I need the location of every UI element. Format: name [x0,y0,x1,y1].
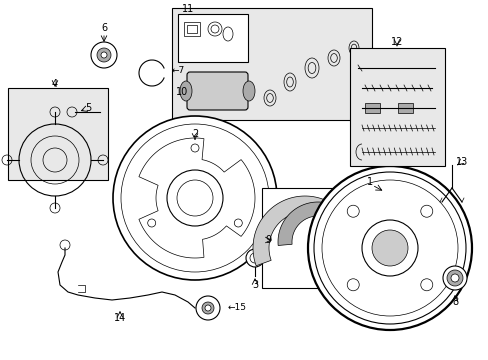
Circle shape [307,166,471,330]
Circle shape [346,279,359,291]
Ellipse shape [243,81,254,101]
Circle shape [91,42,117,68]
Ellipse shape [180,81,192,101]
Bar [183,22,200,36]
Text: ←15: ←15 [227,303,246,312]
Text: 13: 13 [455,157,467,167]
Circle shape [113,116,276,280]
Circle shape [446,270,462,286]
Text: 12: 12 [390,37,403,47]
Text: 3: 3 [251,280,258,290]
Circle shape [191,144,199,152]
Text: 5: 5 [85,103,91,113]
Polygon shape [252,196,338,266]
Circle shape [97,48,111,62]
Polygon shape [278,202,346,246]
Bar [262,188,376,288]
Circle shape [442,266,466,290]
Text: 14: 14 [114,313,126,323]
Circle shape [147,219,155,227]
Text: 10: 10 [176,87,188,97]
Bar [364,103,379,113]
Circle shape [245,249,264,267]
FancyBboxPatch shape [186,72,247,110]
Circle shape [202,302,214,314]
Text: 6: 6 [101,23,107,33]
Text: 4: 4 [52,79,58,89]
Text: 1: 1 [366,177,372,187]
Circle shape [450,274,458,282]
Bar [397,103,412,113]
Circle shape [371,230,407,266]
Text: 9: 9 [264,235,270,245]
Circle shape [167,170,223,226]
Circle shape [346,205,359,217]
Text: 2: 2 [191,129,198,139]
Text: 8: 8 [451,297,457,307]
Bar [186,25,197,33]
Circle shape [420,279,432,291]
Circle shape [361,220,417,276]
Bar [8,88,108,180]
Circle shape [234,219,242,227]
Bar [178,14,247,62]
Bar [172,8,371,120]
Circle shape [101,52,107,58]
Text: 11: 11 [182,4,194,14]
Text: ←7: ←7 [172,66,185,75]
Circle shape [196,296,220,320]
Circle shape [420,205,432,217]
Circle shape [204,305,210,311]
Bar [349,48,444,166]
